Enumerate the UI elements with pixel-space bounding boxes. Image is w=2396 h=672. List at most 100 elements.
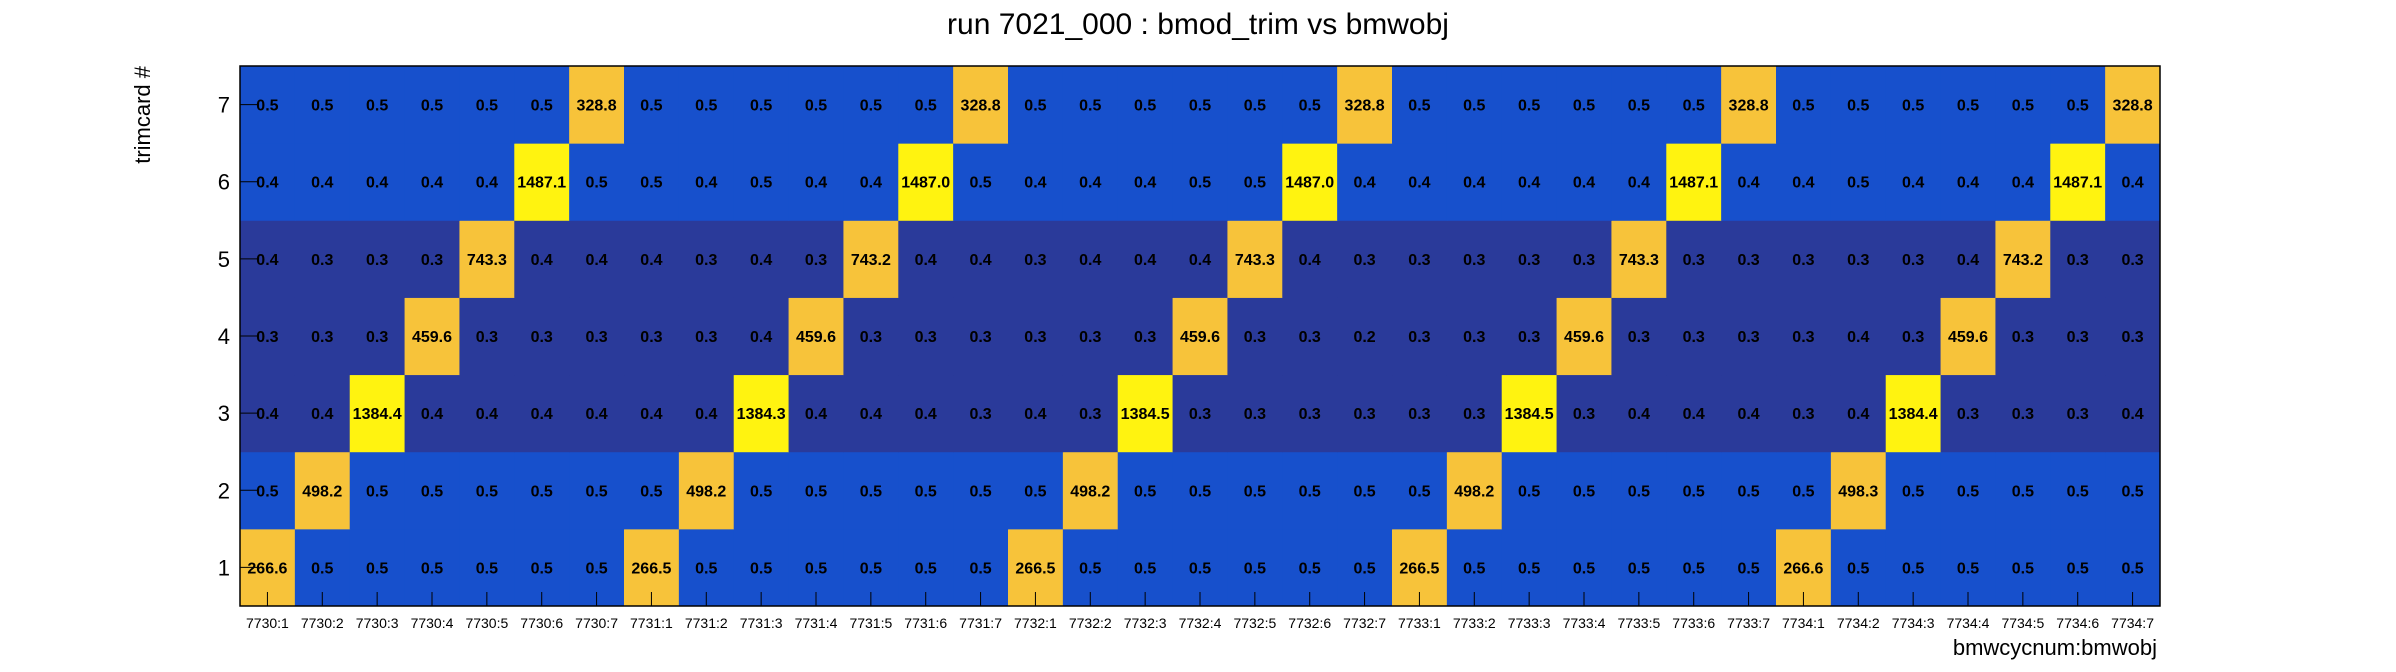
x-tick-label: 7730:7 — [575, 615, 618, 631]
cell-value-label: 0.5 — [1189, 98, 1211, 115]
cell-value-label: 0.5 — [1024, 98, 1046, 115]
cell-value-label: 0.5 — [476, 560, 498, 577]
heatmap-cell — [733, 374, 790, 453]
heatmap-cell — [1721, 220, 1777, 298]
x-tick-label: 7734:5 — [2001, 615, 2044, 631]
x-tick-label: 7730:1 — [246, 615, 289, 631]
cell-value-label: 0.5 — [311, 98, 333, 115]
cell-value-label: 0.4 — [1628, 175, 1650, 192]
heatmap-cell — [2105, 66, 2161, 144]
cell-value-label: 498.2 — [686, 483, 726, 500]
heatmap-cell — [2050, 143, 2106, 221]
cell-value-label: 0.5 — [805, 483, 827, 500]
heatmap-cell — [1556, 451, 1612, 530]
cell-value-label: 0.5 — [2067, 98, 2089, 115]
cell-value-label: 1487.1 — [517, 175, 566, 192]
cell-value-label: 459.6 — [796, 329, 836, 346]
cell-value-label: 0.3 — [1134, 329, 1156, 346]
heatmap-cell — [1995, 143, 2051, 221]
heatmap-cell — [1062, 374, 1119, 453]
heatmap-cell — [1830, 297, 1887, 376]
cell-value-label: 0.4 — [1573, 175, 1595, 192]
heatmap-cell — [898, 297, 954, 376]
cell-value-label: 266.6 — [247, 560, 287, 577]
heatmap-cell — [624, 66, 680, 144]
heatmap-cell — [1556, 66, 1612, 144]
heatmap-cell — [349, 143, 406, 221]
heatmap-cell — [349, 297, 406, 376]
heatmap-cell — [404, 451, 460, 530]
heatmap-cell — [1556, 220, 1612, 298]
x-tick-label: 7734:3 — [1892, 615, 1935, 631]
heatmap-cell — [404, 66, 460, 144]
cell-value-label: 0.3 — [2067, 406, 2089, 423]
heatmap-cell — [294, 297, 351, 376]
heatmap-cell — [1940, 297, 1996, 376]
heatmap-cell — [624, 374, 680, 453]
cell-value-label: 0.5 — [1024, 483, 1046, 500]
cell-value-label: 0.3 — [2067, 329, 2089, 346]
cell-value-label: 0.4 — [1299, 252, 1321, 269]
cell-value-label: 0.3 — [2121, 329, 2143, 346]
x-tick-label: 7734:6 — [2056, 615, 2099, 631]
y-tick-label: 1 — [218, 555, 230, 580]
cell-value-label: 0.4 — [1902, 175, 1924, 192]
cell-value-label: 0.4 — [2121, 175, 2143, 192]
x-tick-label: 7734:1 — [1782, 615, 1825, 631]
cell-value-label: 0.3 — [1683, 252, 1705, 269]
cell-value-label: 0.4 — [1847, 406, 1869, 423]
cell-value-label: 0.4 — [1957, 175, 1979, 192]
heatmap-cell — [2105, 220, 2161, 298]
cell-value-label: 0.5 — [531, 98, 553, 115]
heatmap-cell — [1337, 451, 1393, 530]
heatmap-cell — [349, 451, 406, 530]
cell-value-label: 0.5 — [915, 483, 937, 500]
cell-value-label: 0.5 — [421, 98, 443, 115]
heatmap-cell — [678, 66, 735, 144]
heatmap-cell — [1227, 143, 1283, 221]
heatmap-cell — [843, 66, 899, 144]
cell-value-label: 0.4 — [969, 252, 991, 269]
cell-value-label: 0.3 — [695, 329, 717, 346]
cell-value-label: 0.3 — [1518, 329, 1540, 346]
heatmap-cell — [294, 451, 351, 530]
heatmap-cell — [678, 220, 735, 298]
cell-value-label: 0.5 — [2012, 483, 2034, 500]
cell-value-label: 0.5 — [476, 98, 498, 115]
heatmap-cell — [733, 297, 790, 376]
heatmap-cell — [2050, 374, 2106, 453]
heatmap-cell — [1830, 143, 1887, 221]
heatmap-cell — [569, 297, 625, 376]
cell-value-label: 1487.0 — [901, 175, 950, 192]
heatmap-cell — [1501, 374, 1558, 453]
heatmap-cell — [1008, 451, 1064, 530]
heatmap-cell — [1008, 220, 1064, 298]
heatmap-cell — [1337, 374, 1393, 453]
cell-value-label: 0.4 — [1353, 175, 1375, 192]
cell-value-label: 0.3 — [1792, 329, 1814, 346]
cell-value-label: 0.5 — [860, 98, 882, 115]
heatmap-cell — [624, 451, 680, 530]
cell-value-label: 0.5 — [1902, 98, 1924, 115]
heatmap-cell — [788, 66, 844, 144]
heatmap-cell — [459, 66, 515, 144]
cell-value-label: 0.3 — [1463, 252, 1485, 269]
heatmap-cell — [1556, 297, 1612, 376]
cell-value-label: 0.5 — [1957, 98, 1979, 115]
cell-value-label: 0.4 — [2121, 406, 2143, 423]
heatmap-cell — [624, 297, 680, 376]
cell-value-label: 0.3 — [1353, 252, 1375, 269]
cell-value-label: 0.5 — [915, 98, 937, 115]
heatmap-cell — [1885, 451, 1942, 530]
y-tick-label: 6 — [218, 170, 230, 195]
cell-value-label: 0.4 — [915, 252, 937, 269]
cell-value-label: 0.3 — [1573, 406, 1595, 423]
y-axis-title: trimcard # — [130, 65, 155, 164]
x-tick-label: 7730:4 — [411, 615, 454, 631]
heatmap-cell — [1392, 374, 1448, 453]
cell-value-label: 0.3 — [585, 329, 607, 346]
heatmap-cell — [1611, 66, 1667, 144]
cell-value-label: 0.4 — [1189, 252, 1211, 269]
cell-value-label: 0.4 — [1737, 175, 1759, 192]
cell-value-label: 0.5 — [1957, 483, 1979, 500]
